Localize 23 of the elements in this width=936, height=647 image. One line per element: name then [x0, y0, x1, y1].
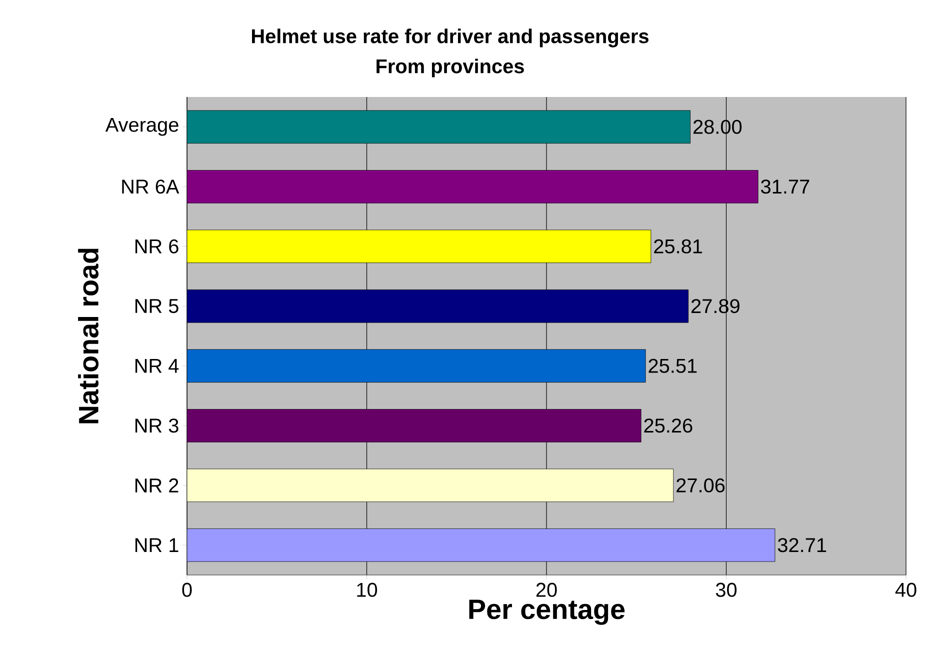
data-label: 32.71	[778, 538, 826, 552]
y-tick-label: NR 3	[135, 418, 178, 433]
data-label: 27.06	[676, 478, 725, 492]
y-tick-label: NR 6A	[122, 180, 180, 194]
data-label: 25.51	[648, 358, 697, 373]
y-tick-label: NR 6	[135, 239, 178, 254]
data-label: 25.81	[654, 239, 702, 254]
y-tick-label: NR 2	[135, 478, 178, 492]
y-axis-title: National road	[78, 248, 99, 424]
x-tick-label: 30	[716, 582, 737, 597]
x-axis-title: Per centage	[469, 600, 625, 625]
y-tick-label: NR 1	[135, 538, 178, 552]
x-tick-label: 20	[536, 582, 557, 597]
chart-subtitle: From provinces	[376, 58, 524, 78]
x-tick-label: 40	[895, 582, 916, 597]
x-tick-label: 0	[182, 582, 192, 597]
y-tick-label: NR 4	[135, 359, 179, 373]
y-tick-label: Average	[105, 118, 178, 136]
data-label: 31.77	[761, 180, 810, 194]
x-tick-label: 10	[357, 582, 378, 597]
chart-title: Helmet use rate for driver and passengers	[252, 28, 648, 48]
y-tick-label: NR 5	[135, 299, 178, 314]
data-label: 25.26	[644, 418, 692, 433]
